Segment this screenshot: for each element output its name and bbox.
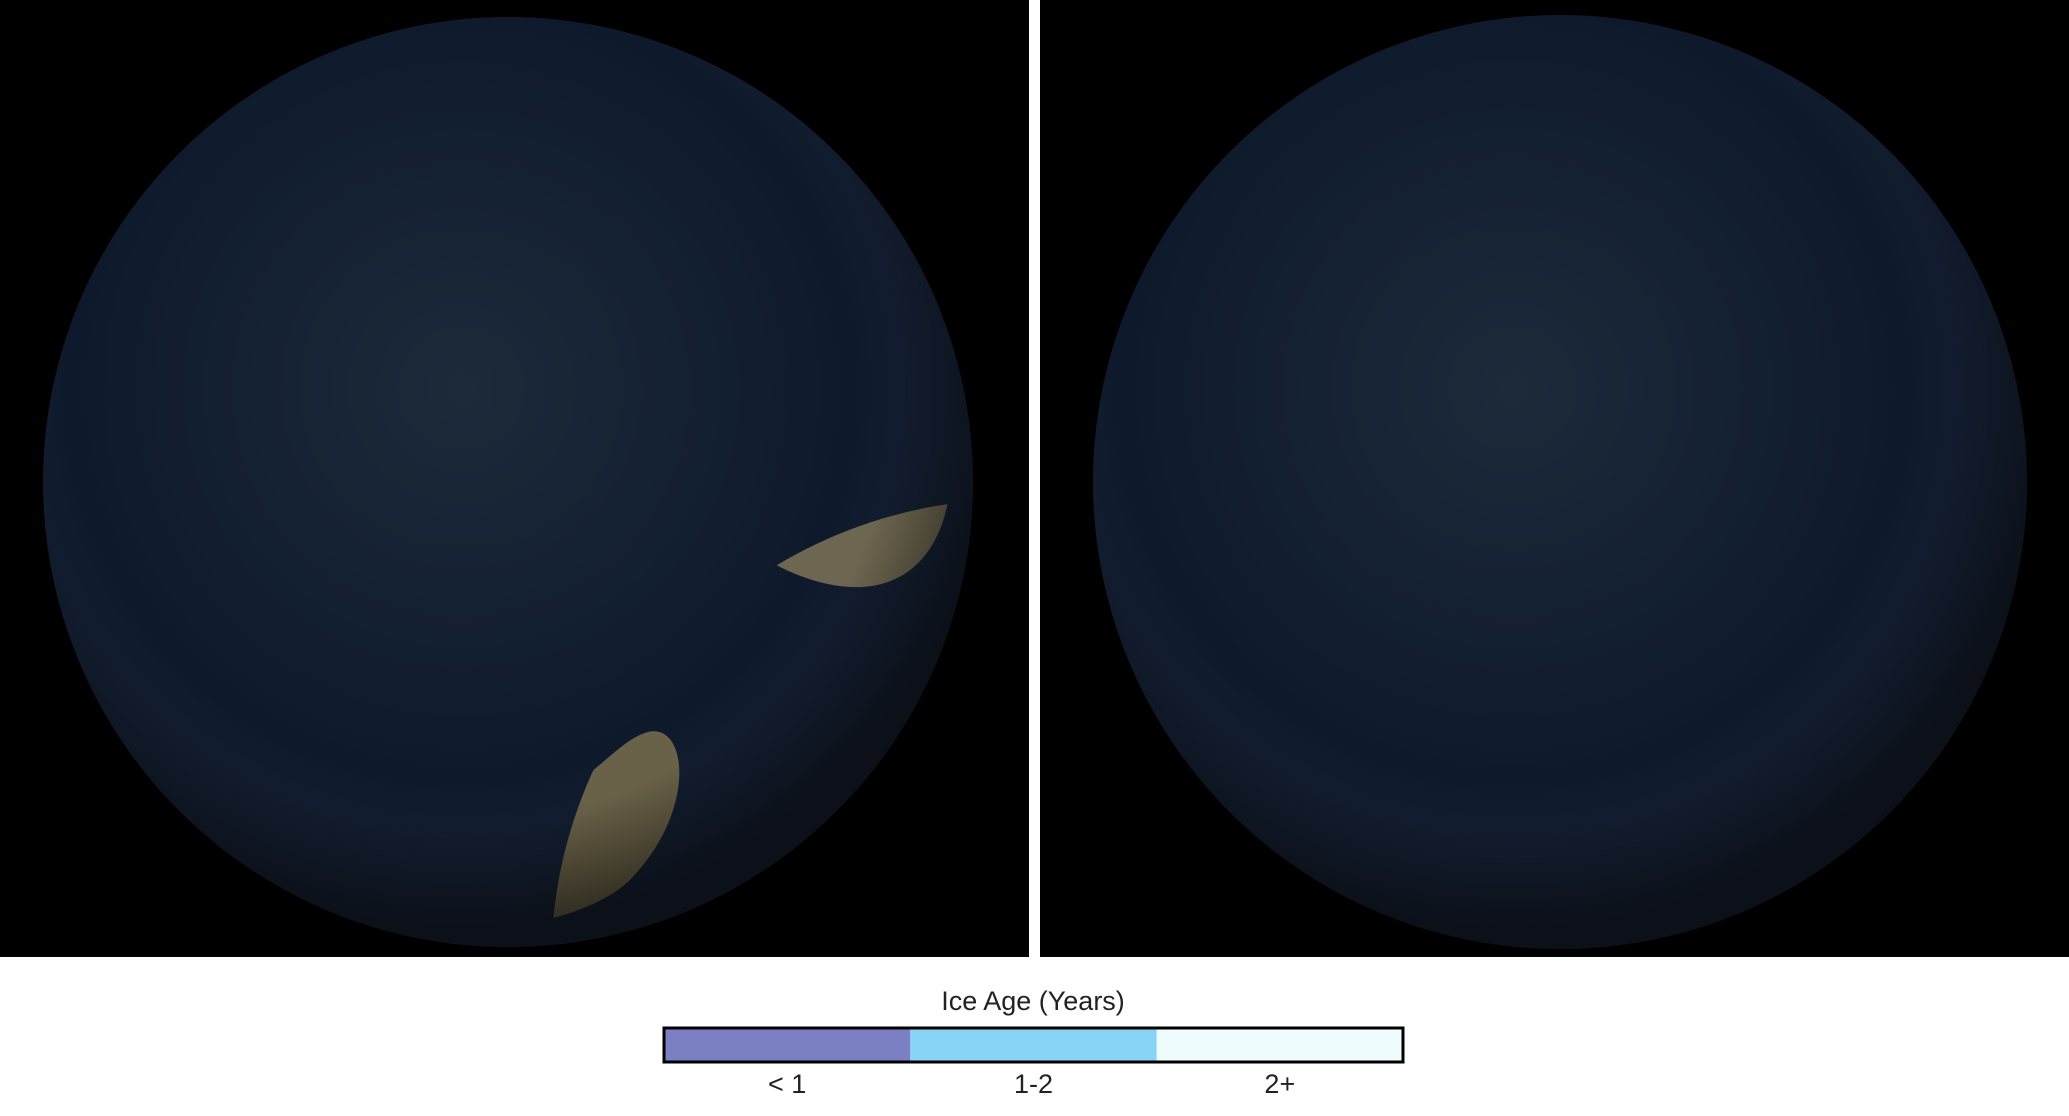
globe-left [43, 17, 973, 947]
legend-label: 1-2 [1014, 1069, 1053, 1099]
legend-title: Ice Age (Years) [941, 986, 1125, 1016]
legend-swatch [1156, 1028, 1403, 1062]
globe-right [1093, 15, 2027, 949]
legend-label: 2+ [1264, 1069, 1295, 1099]
legend-frame [662, 1026, 1405, 1064]
panel-divider [1029, 0, 1040, 957]
legend-swatch [910, 1028, 1157, 1062]
legend-swatch [664, 1028, 911, 1062]
legend: Ice Age (Years) < 1 1-2 2+ [662, 986, 1405, 1099]
legend-label: < 1 [768, 1069, 806, 1099]
